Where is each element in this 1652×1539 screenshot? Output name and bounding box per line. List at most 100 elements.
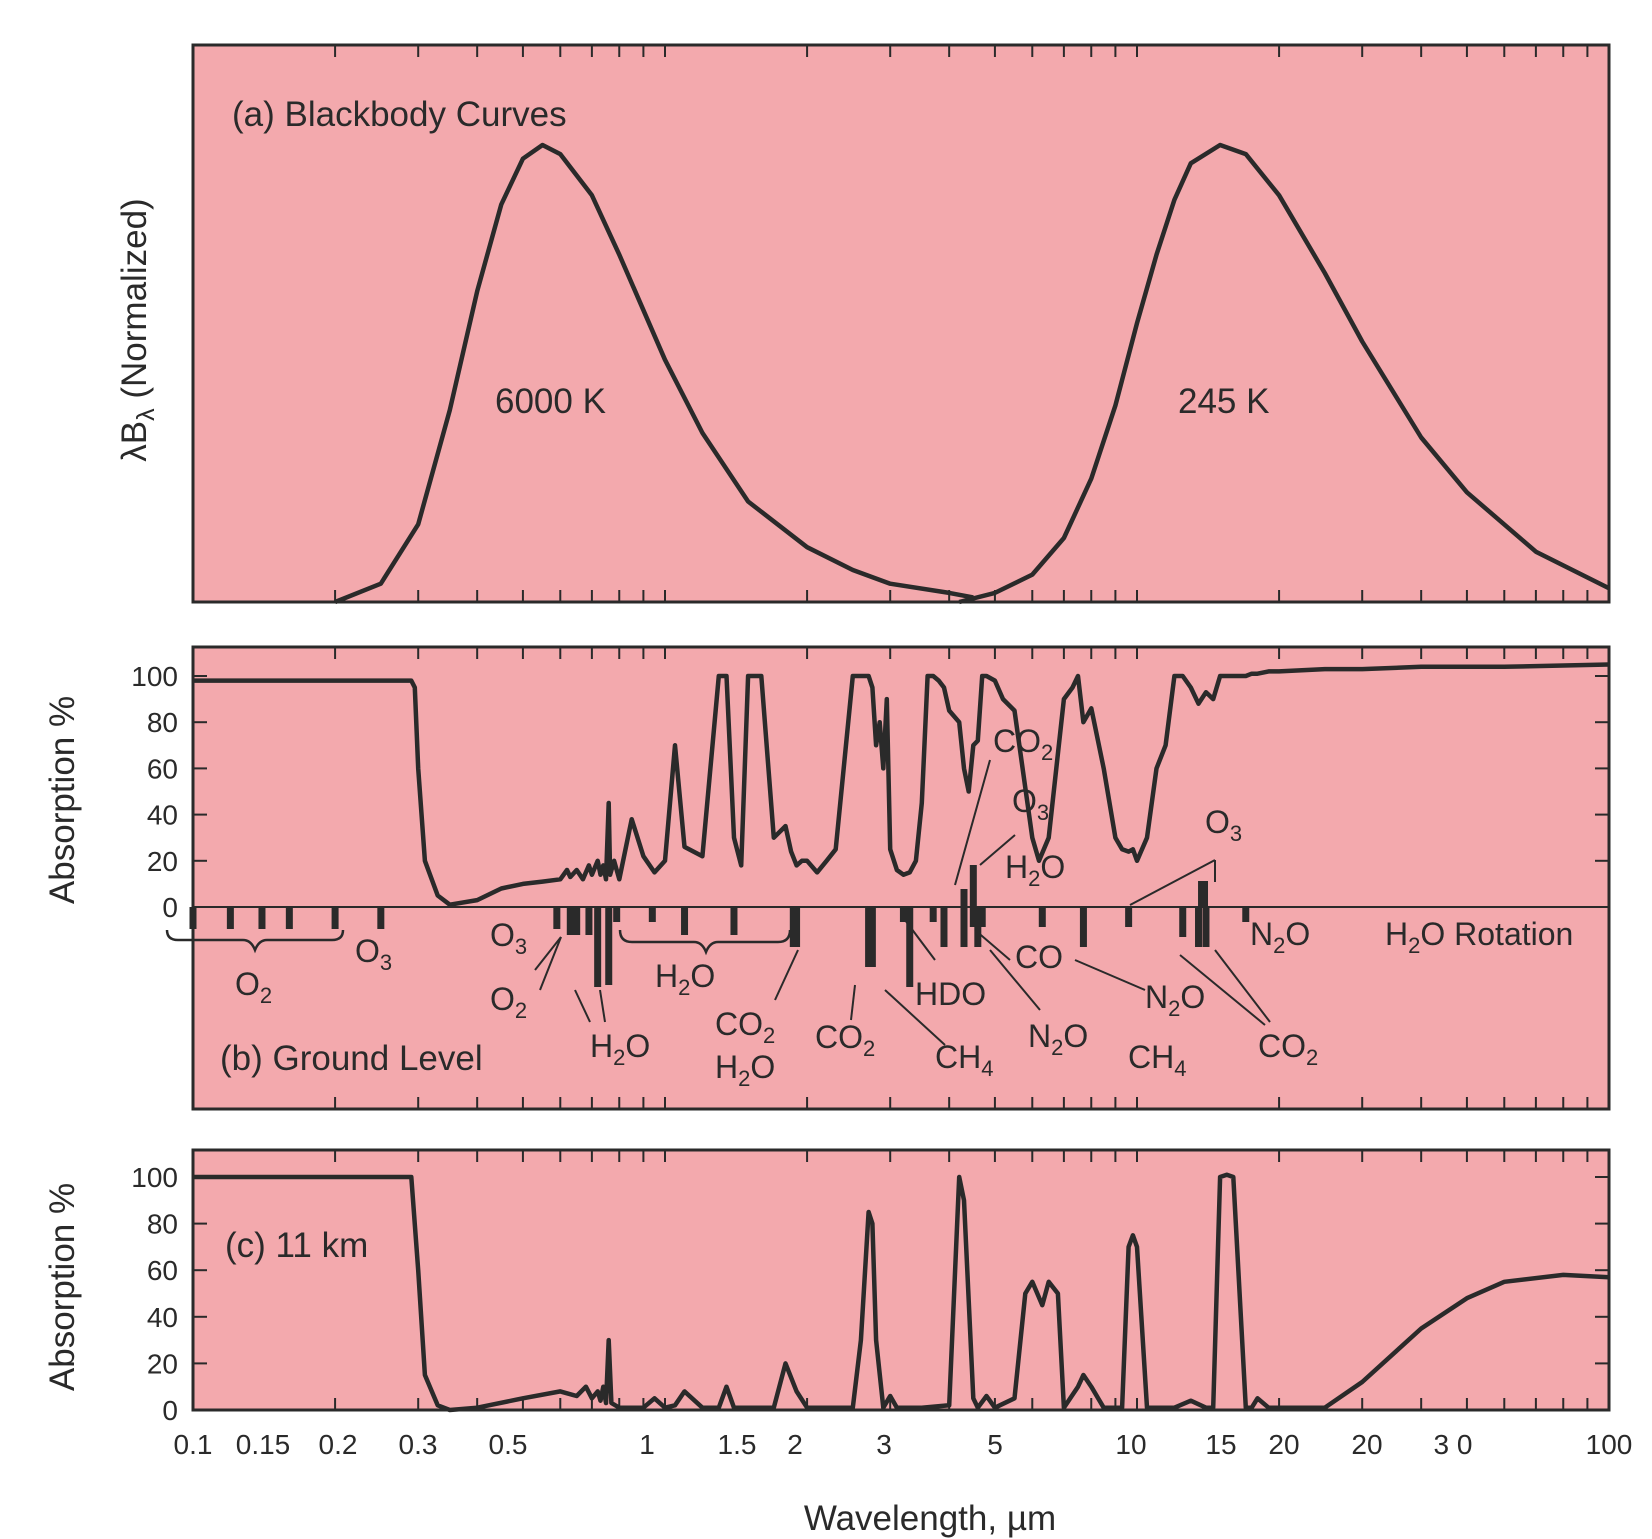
x-tick-label: 1.5	[718, 1429, 757, 1460]
band-marker-13	[648, 907, 656, 922]
band-marker-20	[899, 907, 907, 922]
leader-o3-left	[1129, 859, 1216, 906]
x-tick-label: 3 0	[1434, 1429, 1473, 1460]
band-marker-0	[189, 907, 197, 929]
gas-label-below-9: HDO	[915, 976, 986, 1012]
x-tick-label: 0.15	[236, 1429, 291, 1460]
x-tick-label: 0.5	[489, 1429, 528, 1460]
band-marker-24	[960, 907, 968, 947]
gas-label-below-8: CO2	[815, 1019, 875, 1061]
panel-c-ytick-label: 80	[147, 1209, 178, 1240]
leader-h2o-b	[599, 989, 606, 1023]
gas-label-below-2: O3	[490, 917, 527, 959]
x-tick-label: 0.1	[174, 1429, 213, 1460]
h2o-brace	[618, 929, 792, 956]
x-tick-label: 100	[1586, 1429, 1633, 1460]
band-marker-33	[1202, 907, 1210, 947]
band-marker-30	[1125, 907, 1133, 927]
gas-label-below-16: CO2	[1258, 1028, 1318, 1070]
leader-h2o-a	[574, 989, 591, 1023]
band-marker-17	[793, 907, 801, 947]
x-tick-label: 10	[1115, 1429, 1146, 1460]
blackbody-curve-0	[334, 142, 974, 605]
annotation-leader-lines	[165, 759, 1271, 1046]
band-marker-19	[868, 907, 876, 967]
x-tick-labels: 0.1 0.15 0.2 0.3 0.5 1 1.5 2 3 5 10 15 20 20 3 0 100	[174, 1429, 1633, 1460]
band-marker-21	[906, 907, 914, 987]
ground-level-absorption-curve	[193, 662, 1610, 907]
band-marker-23	[940, 907, 948, 947]
band-marker-5	[377, 907, 385, 929]
gas-label-below-5: H2O	[590, 1028, 650, 1070]
leader-co2-right-b	[1214, 949, 1271, 1023]
panel-c-ytick-label: 0	[162, 1395, 178, 1426]
leader-o2	[539, 936, 562, 991]
panel-c-ytick-label: 20	[147, 1348, 178, 1379]
band-marker-32	[1195, 907, 1203, 947]
panel-b-ytick-label: 100	[131, 661, 178, 692]
band-marker-34	[1242, 907, 1250, 922]
gas-label-below-14: CH4	[1128, 1039, 1186, 1081]
leader-co2-h2o	[774, 949, 799, 1001]
gas-label-above-1: O3	[1012, 783, 1049, 825]
band-marker-15	[730, 907, 738, 935]
x-tick-label: 20	[1268, 1429, 1299, 1460]
leader-ch4	[884, 989, 946, 1046]
panel-c-ytick-label: 60	[147, 1255, 178, 1286]
panel-b-ytick-label: 0	[162, 892, 178, 923]
x-tick-label: 1	[639, 1429, 655, 1460]
panel-c-background	[191, 1148, 1611, 1412]
leader-hdo	[904, 919, 936, 961]
data-curves	[193, 142, 1611, 1413]
panel-b-ytick-label: 40	[147, 800, 178, 831]
panel-b-ytick-label: 20	[147, 846, 178, 877]
gas-label-below-1: O3	[355, 933, 392, 975]
gas-label-below-0: O2	[235, 966, 272, 1008]
band-marker-8	[573, 907, 581, 935]
absorption-band-markers	[189, 865, 1250, 987]
gas-label-below-3: O2	[490, 981, 527, 1023]
leader-o3-up	[979, 834, 1016, 866]
panel-b-ytick-labels: 100 80 60 40 20 0	[131, 661, 178, 923]
band-marker-14	[681, 907, 689, 935]
panel-b-ylabel: Absorption %	[43, 696, 82, 904]
band-marker-11	[605, 907, 613, 985]
x-tick-label: 3	[876, 1429, 892, 1460]
gas-label-below-10: CH4	[935, 1039, 993, 1081]
leader-o3	[534, 936, 562, 971]
eleven-km-absorption-curve	[193, 1172, 1610, 1413]
band-marker-2	[258, 907, 266, 929]
band-marker-31	[1179, 907, 1187, 937]
band-marker-1	[226, 907, 234, 929]
gas-label-below-11: CO	[1015, 939, 1063, 975]
x-tick-label: 5	[987, 1429, 1003, 1460]
band-marker-26	[974, 907, 982, 947]
series-label-6000k: 6000 K	[495, 382, 606, 421]
blackbody-curve-1	[958, 142, 1611, 605]
o2-brace	[165, 929, 345, 954]
panel-b-title: (b) Ground Level	[220, 1039, 483, 1078]
panel-b-ytick-label: 80	[147, 707, 178, 738]
x-tick-label: 15	[1205, 1429, 1236, 1460]
band-marker-18	[865, 907, 873, 967]
panel-c-ylabel: Absorption %	[43, 1183, 82, 1391]
leader-co2	[850, 984, 856, 1021]
leader-co	[974, 929, 1011, 961]
band-marker-7	[566, 907, 574, 935]
gas-label-above-3: O3	[1205, 804, 1242, 846]
band-marker-4	[331, 907, 339, 929]
leader-n2o-ch4	[1074, 959, 1146, 991]
gas-label-below-15: N2O	[1250, 916, 1310, 958]
gas-labels: CO2O3H2OO3O2O3O3O2H2OH2OCO2H2OCO2HDOCH4C…	[235, 723, 1573, 1091]
panel-c-ytick-label: 40	[147, 1302, 178, 1333]
x-tick-label: 0.3	[399, 1429, 438, 1460]
panel-c-title: (c) 11 km	[225, 1226, 368, 1265]
band-marker-25	[969, 907, 977, 927]
gas-label-below-6: CO2	[715, 1006, 775, 1048]
panel-a-title: (a) Blackbody Curves	[232, 95, 567, 134]
leader-co2-up	[954, 759, 991, 886]
gas-label-below-13: N2O	[1028, 1018, 1088, 1060]
gas-label-below-17: H2O Rotation	[1385, 916, 1573, 958]
band-marker-9	[585, 907, 593, 935]
